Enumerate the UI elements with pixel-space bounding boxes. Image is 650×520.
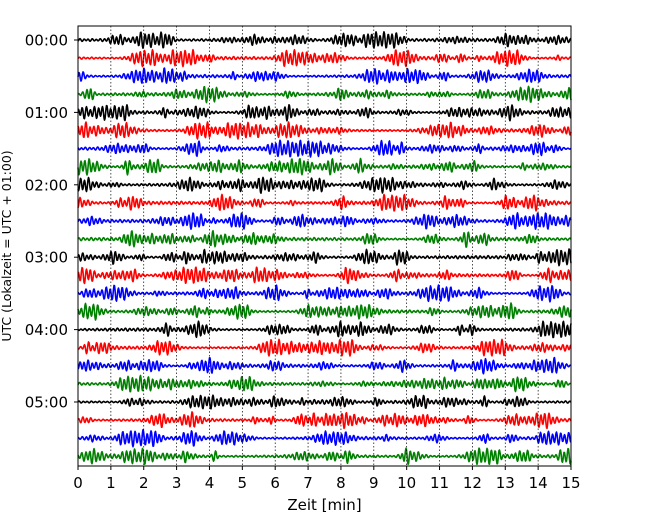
- seismogram-trace: [77, 447, 572, 466]
- x-tick-label: 10: [397, 474, 416, 492]
- seismogram-trace: [77, 67, 572, 85]
- seismogram-trace: [77, 157, 572, 176]
- x-tick-label: 15: [561, 474, 580, 492]
- y-tick-label: 03:00: [25, 249, 68, 267]
- seismogram-trace: [77, 411, 572, 430]
- y-axis: 00:00 01:00 02:00 03:00 04:00 05:00: [25, 32, 78, 412]
- x-tick-label: 14: [529, 474, 548, 492]
- x-axis-label: Zeit [min]: [287, 496, 361, 514]
- x-tick-label: 4: [205, 474, 215, 492]
- plot-frame: [77, 25, 572, 467]
- y-tick-label: 00:00: [25, 32, 68, 50]
- x-tick-label: 5: [238, 474, 248, 492]
- seismogram-trace: [77, 338, 572, 357]
- y-tick-label: 04:00: [25, 321, 68, 339]
- seismogram-trace: [77, 356, 572, 375]
- x-tick-label: 13: [496, 474, 515, 492]
- x-tick-label: 9: [369, 474, 379, 492]
- x-tick-label: 3: [172, 474, 182, 492]
- seismogram-trace: [77, 302, 572, 321]
- x-tick-label: 6: [270, 474, 280, 492]
- seismogram-trace: [77, 139, 572, 158]
- x-axis: 0 1 2 3 4 5 6 7 8 9 10 11 12 13 14 15: [73, 466, 581, 492]
- seismogram-trace: [77, 266, 572, 285]
- seismogram-trace: [77, 85, 572, 104]
- seismogram-trace: [77, 193, 572, 212]
- x-tick-label: 8: [336, 474, 346, 492]
- seismogram-trace: [77, 320, 572, 339]
- seismogram-trace: [77, 394, 572, 410]
- seismogram-trace: [77, 429, 572, 448]
- seismogram-trace: [77, 31, 572, 49]
- seismogram-trace: [77, 229, 572, 248]
- x-tick-label: 11: [430, 474, 449, 492]
- seismogram-trace: [77, 121, 572, 140]
- x-tick-label: 0: [73, 474, 83, 492]
- y-tick-label: 02:00: [25, 176, 68, 194]
- seismogram-traces: [77, 31, 572, 466]
- y-tick-label: 01:00: [25, 104, 68, 122]
- seismogram-trace: [77, 176, 572, 194]
- x-tick-label: 7: [303, 474, 313, 492]
- seismogram-trace: [77, 284, 572, 303]
- seismogram-trace: [77, 212, 572, 230]
- x-tick-label: 1: [106, 474, 116, 492]
- seismogram-trace: [77, 103, 572, 122]
- y-axis-label: UTC (Lokalzeit = UTC + 01:00): [0, 150, 14, 341]
- x-tick-label: 12: [463, 474, 482, 492]
- seismogram-trace: [77, 48, 572, 68]
- y-tick-label: 05:00: [25, 394, 68, 412]
- x-tick-label: 2: [139, 474, 149, 492]
- seismogram-trace: [77, 374, 572, 393]
- seismogram-trace: [77, 248, 572, 267]
